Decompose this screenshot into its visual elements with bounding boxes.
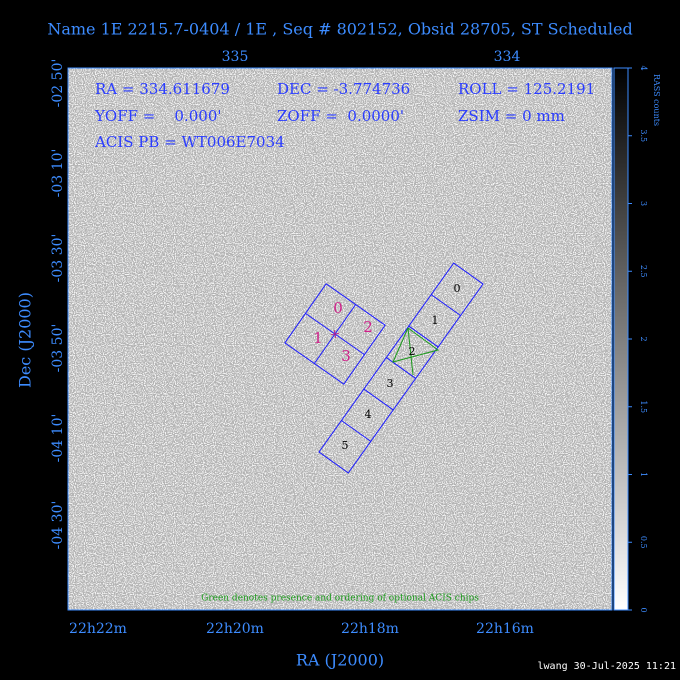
colorbar-tick-label: 1 — [639, 472, 648, 477]
info-text: ZOFF = 0.0000' — [277, 107, 404, 125]
left-tick-label: -04 30' — [50, 501, 66, 550]
top-tick-label: 334 — [494, 49, 521, 65]
colorbar-tick-label: 3.5 — [639, 129, 648, 142]
bottom-tick-label: 22h18m — [341, 621, 399, 637]
acis-i-label: 1 — [313, 329, 323, 347]
colorbar-label: RASS counts — [652, 74, 661, 126]
colorbar-tick-label: 1.5 — [639, 400, 648, 413]
left-tick-label: -02 50' — [50, 59, 66, 108]
acis-s-label: 2 — [409, 345, 416, 358]
left-tick-label: -03 30' — [50, 234, 66, 283]
colorbar-tick-label: 4 — [639, 65, 648, 70]
colorbar-tick-label: 2.5 — [639, 265, 648, 278]
bottom-tick-label: 22h22m — [69, 621, 127, 637]
acis-s-label: 5 — [342, 439, 349, 452]
info-text: ROLL = 125.2191 — [458, 80, 595, 98]
acis-i-label: 3 — [341, 347, 351, 365]
footer: lwang 30-Jul-2025 11:21 — [538, 661, 676, 672]
info-text: ACIS PB = WT006E7034 — [94, 133, 285, 151]
colorbar-tick-label: 2 — [639, 336, 648, 341]
top-tick-label: 335 — [222, 49, 249, 65]
chip-divider — [408, 325, 439, 348]
note: Green denotes presence and ordering of o… — [201, 594, 479, 604]
acis-s-label: 1 — [432, 314, 439, 327]
bottom-tick-label: 22h16m — [476, 621, 534, 637]
acis-i-label: 2 — [363, 318, 373, 336]
info-text: DEC = -3.774736 — [277, 80, 410, 98]
info-text: YOFF = 0.000' — [94, 107, 222, 125]
left-tick-label: -03 50' — [50, 324, 66, 373]
acis-s-label: 3 — [387, 377, 394, 390]
acis-s-outline — [318, 262, 484, 474]
info-text: ZSIM = 0 mm — [458, 107, 565, 125]
acis-i-label: 0 — [333, 299, 343, 317]
aimpoint — [330, 332, 340, 336]
optional-chip-outline — [392, 327, 440, 363]
colorbar-tick-label: 0 — [639, 607, 648, 612]
chip-divider — [363, 388, 394, 411]
colorbar-tick-label: 3 — [639, 201, 648, 206]
sky-noise — [68, 68, 612, 610]
plot-frame — [67, 67, 613, 611]
optional-chip-marker — [392, 327, 440, 376]
bottom-tick-label: 22h20m — [206, 621, 264, 637]
info-text: RA = 334.611679 — [95, 80, 230, 98]
chip-divider — [430, 294, 461, 316]
title: Name 1E 2215.7-0404 / 1E , Seq # 802152,… — [47, 20, 632, 39]
acis-s-array — [318, 262, 484, 474]
colorbar-ticks: 0 0.5 1 1.5 2 2.5 3 3.5 4 — [628, 65, 648, 613]
left-tick-label: -04 10' — [50, 414, 66, 463]
acis-i-array — [284, 283, 386, 385]
colorbar — [613, 67, 629, 611]
colorbar-tick-label: 0.5 — [639, 536, 648, 549]
chip-divider — [386, 357, 416, 379]
acis-s-label: 4 — [365, 408, 372, 421]
x-axis-title: RA (J2000) — [296, 651, 384, 670]
chip-divider — [341, 420, 372, 442]
left-tick-label: -03 10' — [50, 149, 66, 198]
optional-chip-line — [407, 327, 414, 376]
acis-s-label: 0 — [454, 282, 461, 295]
y-axis-title: Dec (J2000) — [16, 292, 35, 388]
